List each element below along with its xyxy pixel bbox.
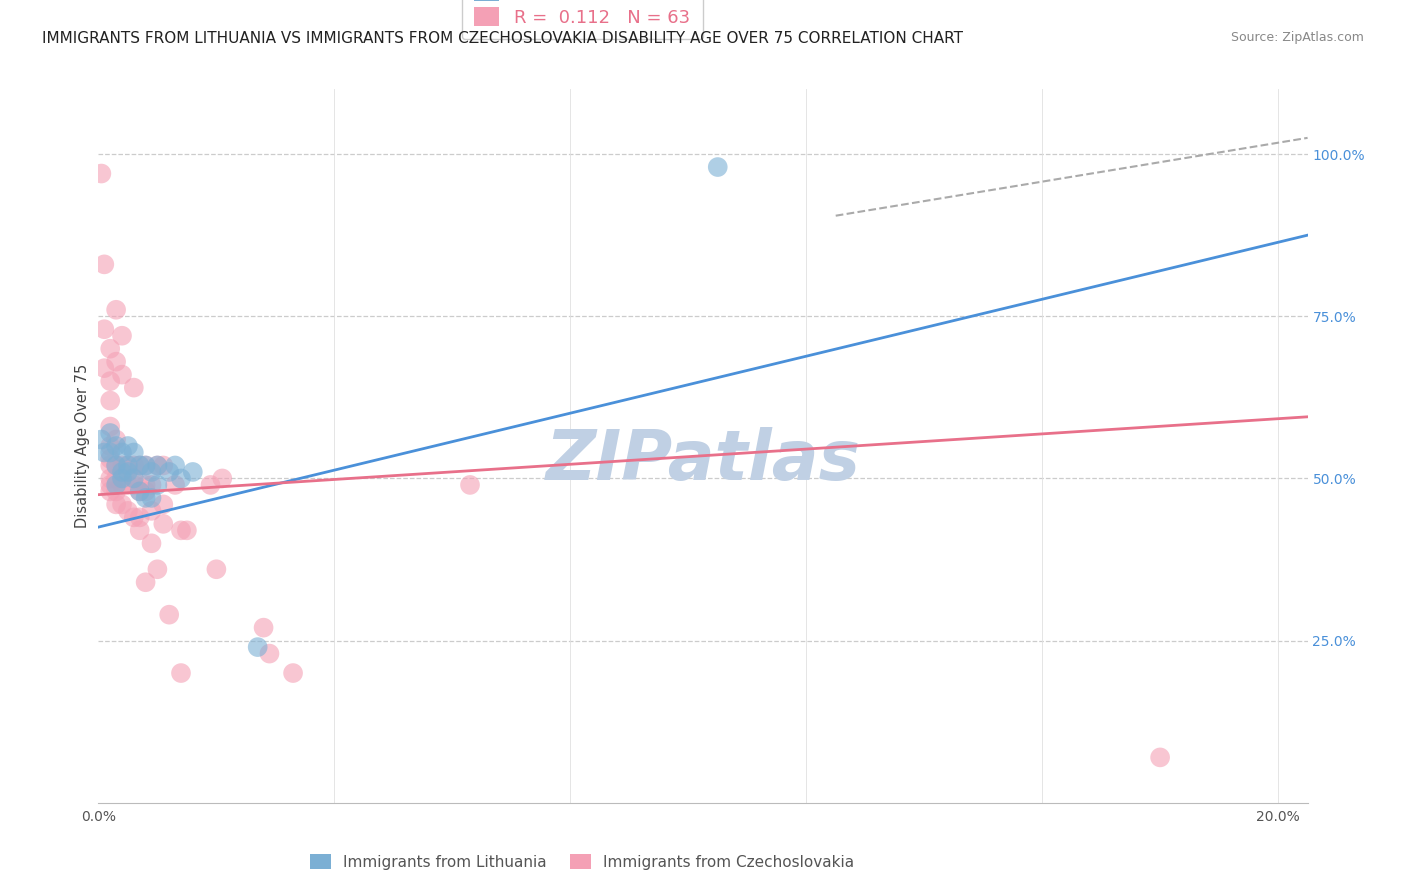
Point [152, 497, 174, 511]
Point [93, 361, 115, 376]
Point [135, 484, 157, 499]
Point [152, 458, 174, 473]
Point [122, 381, 145, 395]
Point [105, 354, 128, 368]
Point [105, 458, 128, 473]
Point [135, 491, 157, 505]
Point [128, 524, 150, 538]
Point [141, 504, 163, 518]
Point [105, 458, 128, 473]
Point [157, 607, 180, 622]
Point [111, 471, 134, 485]
Point [246, 640, 269, 654]
Point [141, 478, 163, 492]
Point [259, 647, 281, 661]
Point [98, 439, 121, 453]
Point [281, 666, 304, 681]
Point [105, 433, 128, 447]
Point [157, 465, 180, 479]
Point [98, 374, 121, 388]
Point [98, 393, 121, 408]
Point [128, 510, 150, 524]
Point [458, 478, 481, 492]
Point [111, 368, 134, 382]
Point [141, 536, 163, 550]
Point [98, 419, 121, 434]
Point [111, 478, 134, 492]
Point [128, 484, 150, 499]
Point [122, 478, 145, 492]
Point [90, 167, 112, 181]
Point [146, 478, 169, 492]
Point [122, 471, 145, 485]
Point [105, 302, 128, 317]
Point [111, 445, 134, 459]
Point [105, 484, 128, 499]
Point [117, 478, 139, 492]
Point [111, 497, 134, 511]
Point [98, 458, 121, 473]
Point [176, 524, 198, 538]
Point [128, 458, 150, 473]
Point [117, 458, 139, 473]
Point [90, 433, 112, 447]
Point [105, 478, 128, 492]
Point [135, 575, 157, 590]
Point [211, 471, 233, 485]
Point [146, 458, 169, 473]
Point [181, 465, 204, 479]
Point [93, 445, 115, 459]
Point [93, 322, 115, 336]
Point [135, 458, 157, 473]
Text: Source: ZipAtlas.com: Source: ZipAtlas.com [1230, 31, 1364, 45]
Legend: Immigrants from Lithuania, Immigrants from Czechoslovakia: Immigrants from Lithuania, Immigrants fr… [302, 846, 862, 877]
Point [117, 458, 139, 473]
Point [111, 458, 134, 473]
Point [122, 458, 145, 473]
Point [1149, 750, 1171, 764]
Point [105, 471, 128, 485]
Point [141, 465, 163, 479]
Point [93, 257, 115, 271]
Point [152, 516, 174, 531]
Point [105, 439, 128, 453]
Text: IMMIGRANTS FROM LITHUANIA VS IMMIGRANTS FROM CZECHOSLOVAKIA DISABILITY AGE OVER : IMMIGRANTS FROM LITHUANIA VS IMMIGRANTS … [42, 31, 963, 46]
Point [122, 510, 145, 524]
Point [165, 458, 187, 473]
Point [122, 471, 145, 485]
Point [117, 465, 139, 479]
Point [165, 478, 187, 492]
Point [170, 471, 193, 485]
Point [135, 478, 157, 492]
Point [128, 484, 150, 499]
Point [135, 458, 157, 473]
Y-axis label: Disability Age Over 75: Disability Age Over 75 [75, 364, 90, 528]
Point [98, 342, 121, 356]
Point [98, 445, 121, 459]
Point [98, 425, 121, 440]
Point [141, 491, 163, 505]
Point [146, 458, 169, 473]
Point [98, 452, 121, 467]
Point [252, 621, 274, 635]
Point [98, 484, 121, 499]
Point [111, 328, 134, 343]
Point [200, 478, 222, 492]
Point [170, 524, 193, 538]
Point [205, 562, 228, 576]
Point [706, 160, 728, 174]
Point [122, 445, 145, 459]
Text: ZIPatlas: ZIPatlas [546, 426, 860, 494]
Point [98, 471, 121, 485]
Point [146, 562, 169, 576]
Point [117, 439, 139, 453]
Point [111, 465, 134, 479]
Point [98, 478, 121, 492]
Point [170, 666, 193, 681]
Point [128, 458, 150, 473]
Point [105, 497, 128, 511]
Point [117, 504, 139, 518]
